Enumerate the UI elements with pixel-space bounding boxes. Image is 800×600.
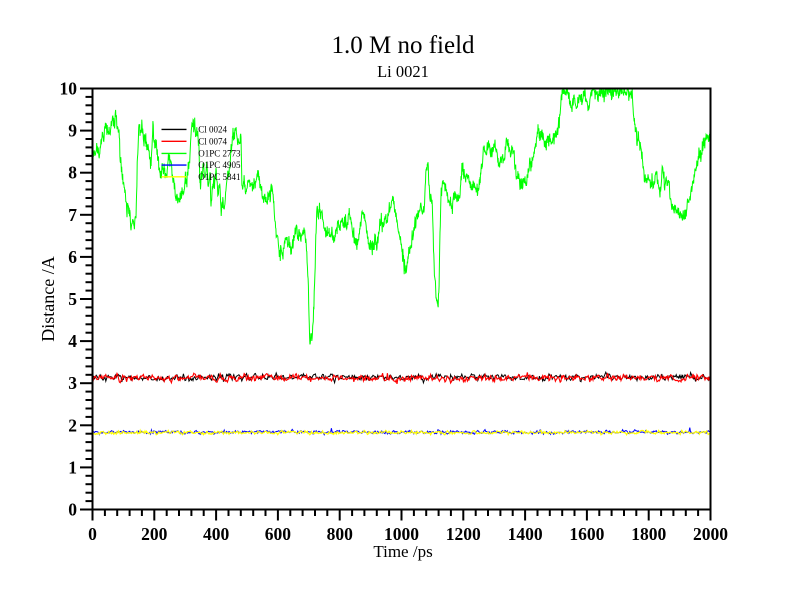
svg-text:Time /ps: Time /ps bbox=[373, 542, 432, 561]
svg-text:1: 1 bbox=[68, 457, 77, 477]
svg-text:1000: 1000 bbox=[384, 524, 419, 544]
svg-text:O1PC 4905: O1PC 4905 bbox=[198, 160, 241, 170]
svg-text:4: 4 bbox=[68, 331, 77, 351]
svg-text:O1PC 2773: O1PC 2773 bbox=[198, 148, 241, 158]
svg-text:1400: 1400 bbox=[508, 524, 543, 544]
svg-text:3: 3 bbox=[68, 373, 77, 393]
svg-text:8: 8 bbox=[68, 163, 77, 183]
svg-text:5: 5 bbox=[68, 289, 77, 309]
svg-text:O1PC 5841: O1PC 5841 bbox=[198, 172, 240, 182]
svg-text:1600: 1600 bbox=[569, 524, 604, 544]
svg-text:Distance /A: Distance /A bbox=[38, 256, 58, 341]
svg-text:10: 10 bbox=[60, 79, 78, 99]
svg-text:0: 0 bbox=[68, 500, 77, 520]
svg-text:9: 9 bbox=[68, 121, 77, 141]
svg-text:800: 800 bbox=[327, 524, 354, 544]
svg-text:1200: 1200 bbox=[446, 524, 481, 544]
svg-text:1.0 M no field: 1.0 M no field bbox=[331, 32, 475, 59]
svg-text:2: 2 bbox=[68, 415, 77, 435]
svg-text:1800: 1800 bbox=[631, 524, 666, 544]
svg-text:400: 400 bbox=[203, 524, 230, 544]
svg-text:0: 0 bbox=[88, 524, 97, 544]
svg-text:200: 200 bbox=[141, 524, 168, 544]
svg-text:Cl 0074: Cl 0074 bbox=[198, 136, 227, 146]
svg-text:6: 6 bbox=[68, 247, 77, 267]
svg-text:2000: 2000 bbox=[693, 524, 728, 544]
svg-text:7: 7 bbox=[68, 205, 77, 225]
svg-text:600: 600 bbox=[265, 524, 292, 544]
svg-text:Li 0021: Li 0021 bbox=[377, 62, 429, 81]
svg-text:Cl 0024: Cl 0024 bbox=[198, 124, 227, 134]
